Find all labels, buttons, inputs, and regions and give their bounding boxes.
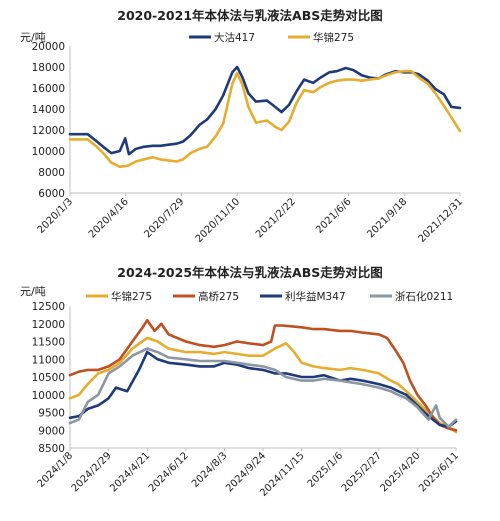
- x-tick-label: 2024/2/29: [70, 450, 114, 494]
- x-tick-label: 2024/1/8: [36, 450, 76, 490]
- y-tick-label: 9500: [38, 408, 65, 420]
- y-tick-label: 18000: [32, 62, 65, 74]
- series-line-2: [68, 69, 462, 169]
- y-tick-label: 8500: [38, 443, 65, 455]
- x-tick-label: 2021/2/22: [254, 196, 298, 240]
- chart-title: 2020-2021年本体法与乳液法ABS走势对比图: [117, 8, 382, 23]
- y-axis-unit: 元/吨: [20, 31, 46, 44]
- y-tick-label: 12500: [32, 301, 65, 313]
- x-tick-label: 2025/1/6: [306, 450, 346, 490]
- legend-label: 华锦275: [313, 31, 354, 44]
- y-tick-label: 12000: [32, 125, 65, 137]
- y-axis-unit: 元/吨: [20, 285, 46, 298]
- y-tick-label: 11000: [32, 354, 65, 366]
- y-tick-label: 10500: [32, 372, 65, 384]
- x-tick-label: 2025/6/11: [417, 450, 461, 494]
- y-tick-label: 12000: [32, 319, 65, 331]
- x-tick-label: 2020/1/3: [36, 196, 76, 236]
- chart-title: 2024-2025年本体法与乳液法ABS走势对比图: [117, 265, 382, 280]
- y-tick-label: 10000: [32, 390, 65, 402]
- legend-label: 大沽417: [214, 31, 255, 44]
- y-tick-label: 16000: [32, 83, 65, 95]
- x-tick-label: 2020/4/16: [87, 196, 131, 240]
- y-tick-label: 9000: [38, 425, 65, 437]
- legend-label: 利华益M347: [285, 290, 346, 303]
- x-tick-label: 2024/6/12: [147, 450, 191, 494]
- series-line-1: [68, 336, 458, 434]
- x-tick-label: 2024/8/3: [190, 450, 230, 490]
- series-line-3: [68, 350, 458, 428]
- x-tick-label: 2021/9/18: [365, 196, 409, 240]
- x-tick-label: 2025/2/27: [340, 450, 384, 494]
- x-tick-label: 2021/6/6: [314, 196, 354, 236]
- x-tick-label: 2020/7/29: [143, 196, 187, 240]
- y-tick-label: 14000: [32, 104, 65, 116]
- legend-label: 浙石化0211: [395, 290, 453, 303]
- x-tick-label: 2025/4/20: [378, 450, 422, 494]
- series-line-4: [68, 347, 458, 428]
- y-tick-label: 8000: [38, 167, 65, 179]
- series-line-2: [68, 318, 458, 432]
- x-tick-label: 2020/11/10: [194, 196, 243, 245]
- x-tick-label: 2024/4/21: [108, 450, 152, 494]
- y-tick-label: 11500: [32, 337, 65, 349]
- legend-label: 高桥275: [198, 290, 239, 303]
- legend-label: 华锦275: [111, 290, 152, 303]
- y-tick-label: 20000: [32, 41, 65, 53]
- series-line-1: [68, 65, 462, 156]
- y-tick-label: 6000: [38, 188, 65, 200]
- x-tick-label: 2021/12/31: [417, 196, 466, 245]
- y-tick-label: 10000: [32, 146, 65, 158]
